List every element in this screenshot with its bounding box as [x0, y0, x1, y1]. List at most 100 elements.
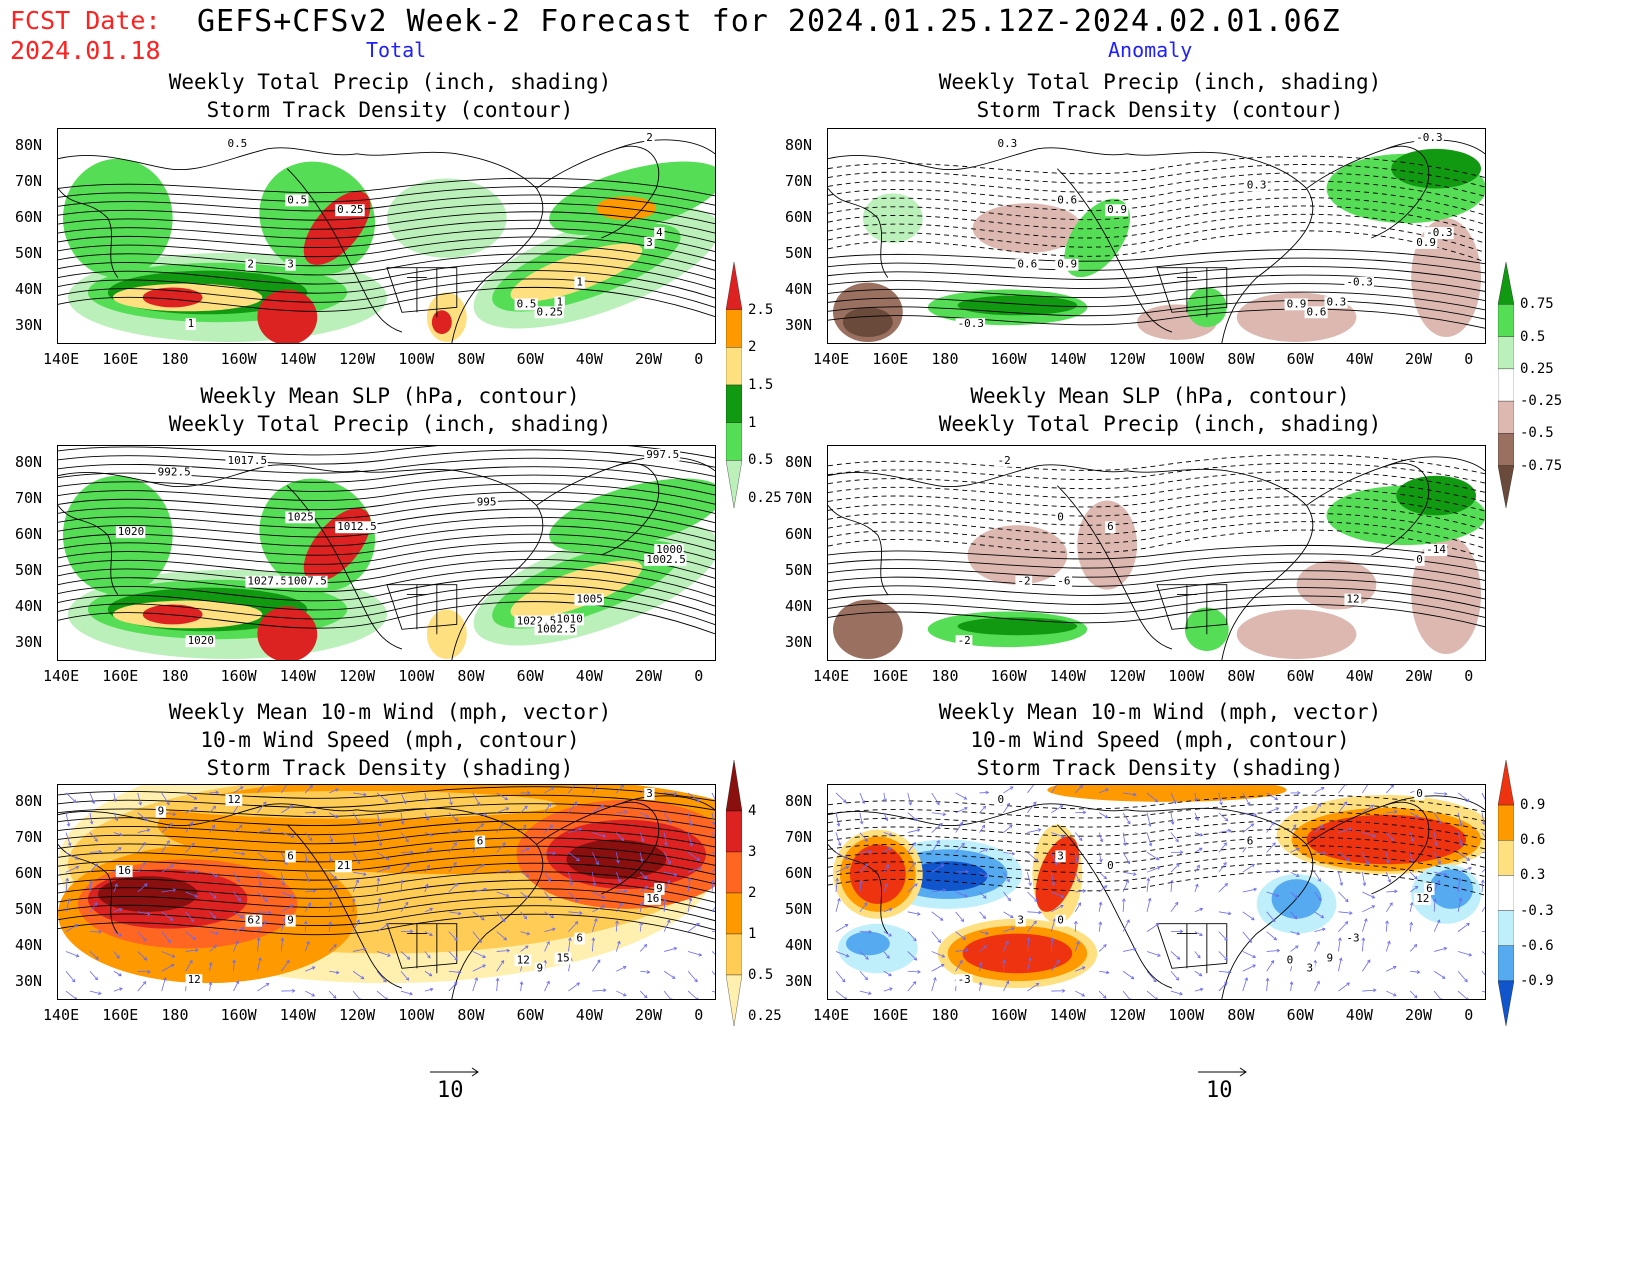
- lon-tick-label: 160W: [990, 350, 1027, 368]
- main-title: GEFS+CFSv2 Week-2 Forecast for 2024.01.2…: [197, 4, 1341, 39]
- contour-label: 6: [287, 849, 294, 862]
- lat-tick-label: 70N: [15, 828, 43, 846]
- colorbar-label: 4: [748, 803, 757, 819]
- lon-tick-label: 80W: [1227, 350, 1255, 368]
- contour-label: 1010: [556, 612, 582, 625]
- lon-tick-label: 140E: [813, 1006, 850, 1024]
- contour-label-bg: [1304, 962, 1315, 975]
- lon-tick-label: 160W: [990, 1006, 1027, 1024]
- total-column-label: Total: [366, 38, 427, 62]
- panel-1-title-line1: Weekly Total Precip (inch, shading): [168, 70, 612, 94]
- map-canvas: -206-2-2 -612-140: [828, 454, 1485, 660]
- lon-tick-label: 20W: [1405, 667, 1433, 685]
- contour-line: [828, 230, 1485, 263]
- shading-region: [97, 876, 198, 912]
- lat-tick-label: 80N: [15, 453, 43, 471]
- colorbar-swatch: [1497, 433, 1515, 466]
- panel-6-title-line1: Weekly Mean 10-m Wind (mph, vector): [938, 700, 1382, 724]
- contour-label-bg: [1284, 954, 1295, 967]
- contour-label: 1: [188, 317, 195, 330]
- colorbar-label: 0.5: [1520, 328, 1546, 345]
- lon-tick-label: 60W: [516, 667, 544, 685]
- contour-label-bg: [554, 613, 584, 626]
- contour-label-bg: [654, 883, 665, 895]
- panel-4-title: Weekly Mean SLP (hPa, contour) Weekly To…: [830, 382, 1490, 438]
- shading-region: [862, 193, 923, 243]
- lat-tick-label: 60N: [785, 525, 813, 543]
- lon-tick-label: 120W: [339, 667, 376, 685]
- lon-tick-label: 40W: [575, 667, 603, 685]
- contour-label: 1017.5: [227, 454, 267, 467]
- contour-label-bg: [1424, 227, 1454, 239]
- panel-6-title: Weekly Mean 10-m Wind (mph, vector) 10-m…: [830, 698, 1490, 782]
- contour-label-bg: [285, 575, 328, 588]
- lon-tick-label: 160W: [220, 1006, 257, 1024]
- lon-tick-label: 20W: [635, 667, 663, 685]
- shading-region: [957, 295, 1078, 316]
- wind-vectors: [65, 785, 715, 999]
- colorbar-label: -0.25: [1520, 393, 1563, 410]
- contour-label-bg: [1324, 952, 1335, 965]
- colorbar-swatch: [1497, 400, 1515, 434]
- contour-line: [58, 871, 715, 894]
- lon-tick-label: 140E: [43, 1006, 80, 1024]
- contour-line: [58, 508, 715, 533]
- lon-tick-label: 120W: [1109, 1006, 1146, 1024]
- colorbar-label: -0.75: [1520, 457, 1563, 474]
- contour-label-bg: [955, 635, 973, 648]
- lat-tick-label: 30N: [785, 316, 813, 334]
- contour-label-bg: [285, 258, 296, 271]
- lat-tick-label: 80N: [785, 136, 813, 154]
- contour-label: 0.25: [537, 305, 563, 318]
- lat-tick-label: 30N: [785, 633, 813, 651]
- lon-tick-label: 100W: [398, 350, 435, 368]
- contour-line: [828, 578, 1485, 600]
- contour-line: [58, 575, 715, 607]
- wind-ref-arrow-icon: [430, 1067, 479, 1077]
- contour-line: [58, 550, 715, 579]
- coastline: [828, 795, 1485, 999]
- contour-line: [58, 862, 715, 885]
- lon-tick-label: 140W: [1049, 1006, 1086, 1024]
- contour-line: [828, 544, 1485, 563]
- contour-line: [58, 457, 715, 477]
- contour-line: [58, 491, 715, 514]
- panel-6-title-line3: Storm Track Density (shading): [976, 756, 1344, 780]
- lon-tick-label: 20W: [635, 1006, 663, 1024]
- shading-region: [386, 178, 507, 258]
- lat-tick-label: 80N: [15, 792, 43, 810]
- contour-label: 995: [477, 495, 497, 508]
- contour-label-bg: [654, 544, 684, 556]
- contour-line: [58, 811, 715, 829]
- contour-label-bg: [644, 787, 655, 800]
- precip-anomaly-map: 0.3 0.6 0.9 -0.3 0.6 0.9 -0.3 -0.3 0.9 0.3 0.9 0.6-…: [827, 128, 1486, 344]
- contour-line: [58, 828, 715, 848]
- lon-tick-label: 180: [161, 1006, 189, 1024]
- contour-line: [828, 257, 1485, 274]
- contour-label: 2: [646, 131, 653, 144]
- contour-label: 9: [287, 914, 294, 927]
- lon-tick-label: 180: [161, 350, 189, 368]
- lon-tick-label: 100W: [1168, 350, 1205, 368]
- contour-label: -14: [1426, 543, 1446, 556]
- contour-label-bg: [1424, 544, 1448, 556]
- contour-label: 1: [576, 276, 583, 289]
- contour-line: [58, 525, 715, 551]
- colorbar-swatches: [1497, 261, 1515, 509]
- contour-label: 1020: [118, 525, 144, 538]
- contour-label-bg: [155, 466, 192, 479]
- contour-label: 2: [247, 258, 254, 271]
- contour-label: 0.9: [1287, 297, 1307, 310]
- lon-tick-label: 40W: [575, 1006, 603, 1024]
- slp-total-map: 1017.5 1025 1012.5 1020 1027.5 1007.5 1005 1000…: [57, 445, 716, 661]
- contour-label: 0: [1107, 859, 1114, 872]
- shading-region: [142, 287, 203, 308]
- panel-3-title: Weekly Mean SLP (hPa, contour) Weekly To…: [60, 382, 720, 438]
- contour-label-bg: [1244, 179, 1268, 192]
- lat-tick-label: 70N: [785, 828, 813, 846]
- contour-label: 1020: [188, 634, 214, 647]
- contour-line: [828, 308, 1485, 329]
- lon-tick-label: 140W: [1049, 667, 1086, 685]
- panel-3-title-line2: Weekly Total Precip (inch, shading): [168, 412, 612, 436]
